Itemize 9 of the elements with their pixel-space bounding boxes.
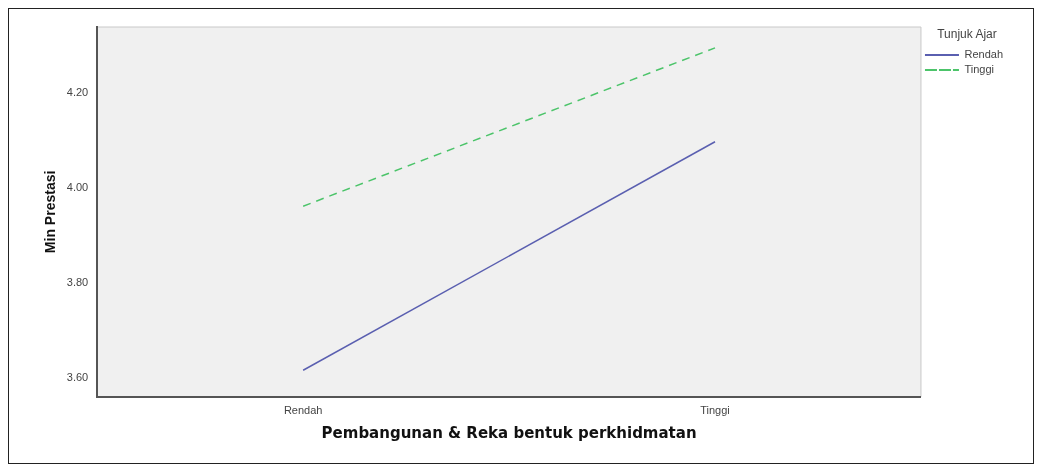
- y-tick-label: 3.80: [66, 276, 89, 289]
- y-tick-label: 3.60: [66, 370, 89, 383]
- y-tick-label: 4.20: [66, 86, 89, 99]
- y-axis-title: Min Prestasi: [42, 170, 59, 254]
- legend-label: Tinggi: [964, 62, 995, 75]
- x-axis-title: Pembangunan & Reka bentuk perkhidmatan: [321, 423, 697, 442]
- legend-title: Tunjuk Ajar: [937, 27, 997, 42]
- legend-label: Rendah: [964, 47, 1004, 60]
- y-tick-label: 4.00: [66, 181, 89, 194]
